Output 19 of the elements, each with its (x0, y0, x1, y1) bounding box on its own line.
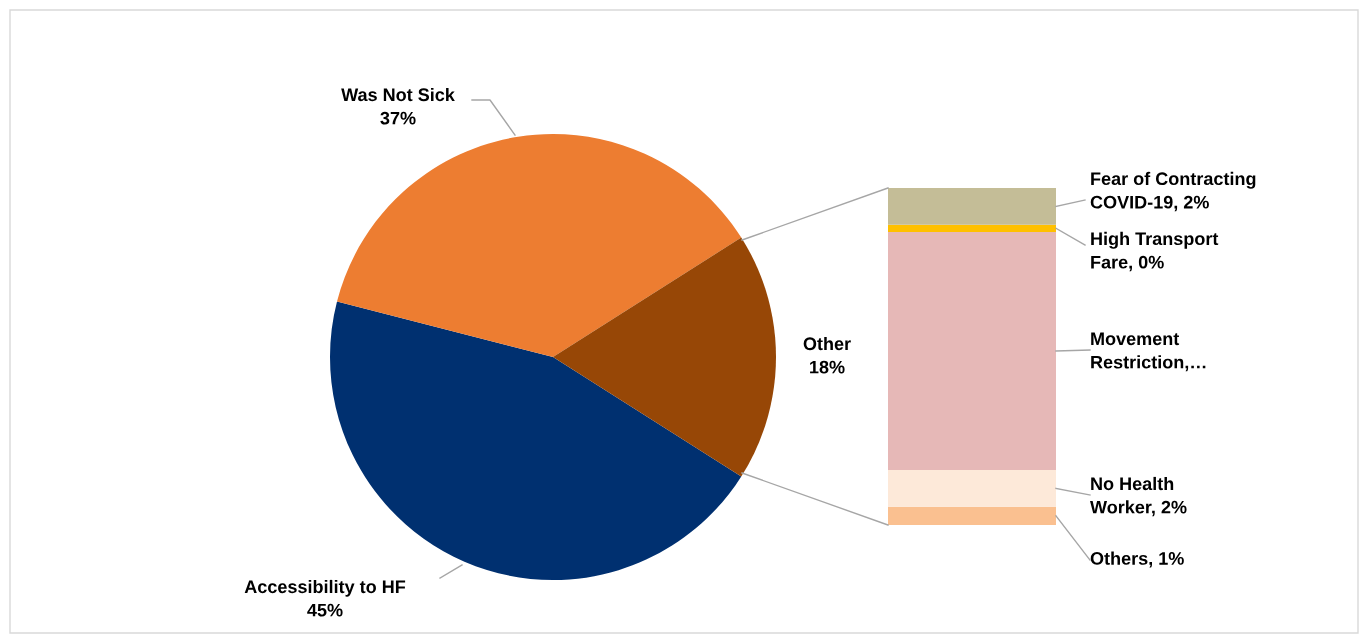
bar (888, 224, 1056, 232)
slice-label: Accessibility to HF (244, 579, 406, 597)
data-label: 45% (307, 603, 343, 617)
data-label: High Transport Fare, 0% (1091, 231, 1219, 272)
pie-slice (553, 237, 776, 477)
data-label: Fear of Contracting COVID-19, 2% (1090, 171, 1256, 212)
data-label: No Health Worker, 2% (1090, 476, 1187, 517)
bar (888, 231, 1056, 471)
data-label: Others, 1% (1090, 551, 1184, 568)
pie-slice (337, 134, 742, 357)
bar (888, 470, 1056, 507)
slice-label: Was Not Sick (341, 87, 455, 102)
data-label: 18% (810, 360, 845, 374)
pie-slice (330, 301, 742, 580)
data-label: Movement Restriction,… (1091, 332, 1206, 372)
bar (888, 506, 1056, 525)
slice-label: Other (803, 336, 851, 351)
bar (888, 188, 1056, 225)
data-label: 37% (380, 111, 416, 125)
